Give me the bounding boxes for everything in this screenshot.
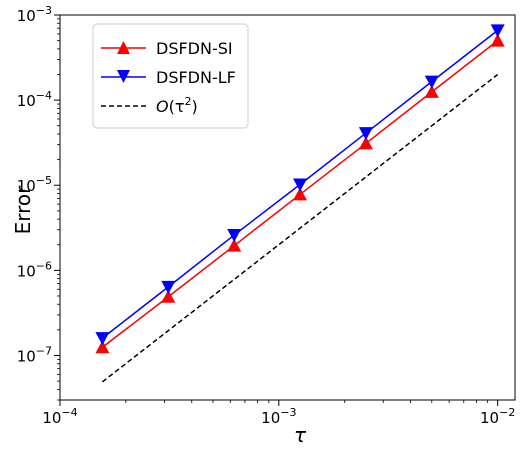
legend-marker-dsfdn-lf <box>117 70 130 83</box>
x-tick-base: 10 <box>42 409 61 427</box>
legend-ref-close: ) <box>191 97 197 116</box>
x-tick-label: 10−2 <box>480 406 515 427</box>
legend: DSFDN-SI DSFDN-LF O(τ2) <box>92 23 249 129</box>
data-point-dsfdn-lf <box>227 229 242 243</box>
data-point-dsfdn-lf <box>293 178 308 192</box>
x-tick-label: 10−4 <box>42 406 77 427</box>
y-tick-base: 10 <box>17 177 36 195</box>
x-tick-exponent: −4 <box>61 406 77 419</box>
legend-ref-sup: 2 <box>184 95 191 108</box>
legend-label-dsfdn-si: DSFDN-SI <box>156 39 233 58</box>
data-point-dsfdn-lf <box>490 24 505 38</box>
y-tick-exponent: −4 <box>36 89 52 102</box>
data-point-dsfdn-si <box>293 187 308 201</box>
legend-box <box>92 23 249 129</box>
data-point-dsfdn-si <box>490 33 505 47</box>
x-tick-base: 10 <box>261 409 280 427</box>
legend-ref-prefix: O <box>156 97 169 116</box>
y-tick-label: 10−7 <box>17 344 52 365</box>
x-tick-exponent: −2 <box>499 406 515 419</box>
series-line-o-2 <box>101 73 499 383</box>
x-axis-label: τ <box>294 423 307 447</box>
data-point-dsfdn-si <box>424 84 439 98</box>
y-tick-exponent: −5 <box>36 174 52 187</box>
y-tick-base: 10 <box>17 262 36 280</box>
series-layer <box>95 24 505 383</box>
x-tick-label: 10−3 <box>261 406 296 427</box>
data-point-dsfdn-si <box>227 238 242 252</box>
y-tick-label: 10−4 <box>17 89 52 110</box>
y-tick-base: 10 <box>17 347 36 365</box>
y-tick-exponent: −7 <box>36 344 52 357</box>
x-tick-exponent: −3 <box>280 406 296 419</box>
x-tick-base: 10 <box>480 409 499 427</box>
data-point-dsfdn-si <box>161 289 176 303</box>
y-tick-exponent: −6 <box>36 259 52 272</box>
data-point-dsfdn-lf <box>95 332 110 346</box>
legend-ref-open: (τ <box>169 97 185 116</box>
data-point-dsfdn-lf <box>424 75 439 89</box>
data-point-dsfdn-lf <box>358 127 373 141</box>
data-point-dsfdn-si <box>95 340 110 354</box>
y-tick-base: 10 <box>17 92 36 110</box>
data-point-dsfdn-lf <box>161 280 176 294</box>
y-tick-label: 10−3 <box>17 4 52 25</box>
y-tick-label: 10−5 <box>17 174 52 195</box>
legend-marker-dsfdn-si <box>117 41 130 54</box>
y-tick-exponent: −3 <box>36 4 52 17</box>
y-tick-base: 10 <box>17 7 36 25</box>
y-axis-label: Error <box>11 185 35 235</box>
legend-label-dsfdn-lf: DSFDN-LF <box>156 68 236 87</box>
axis-ticks: 10−4 10−3 10−210−710−610−510−410−3 <box>17 4 516 427</box>
legend-label-reference: O(τ2) <box>156 95 198 116</box>
y-tick-label: 10−6 <box>17 259 52 280</box>
data-point-dsfdn-si <box>358 136 373 150</box>
